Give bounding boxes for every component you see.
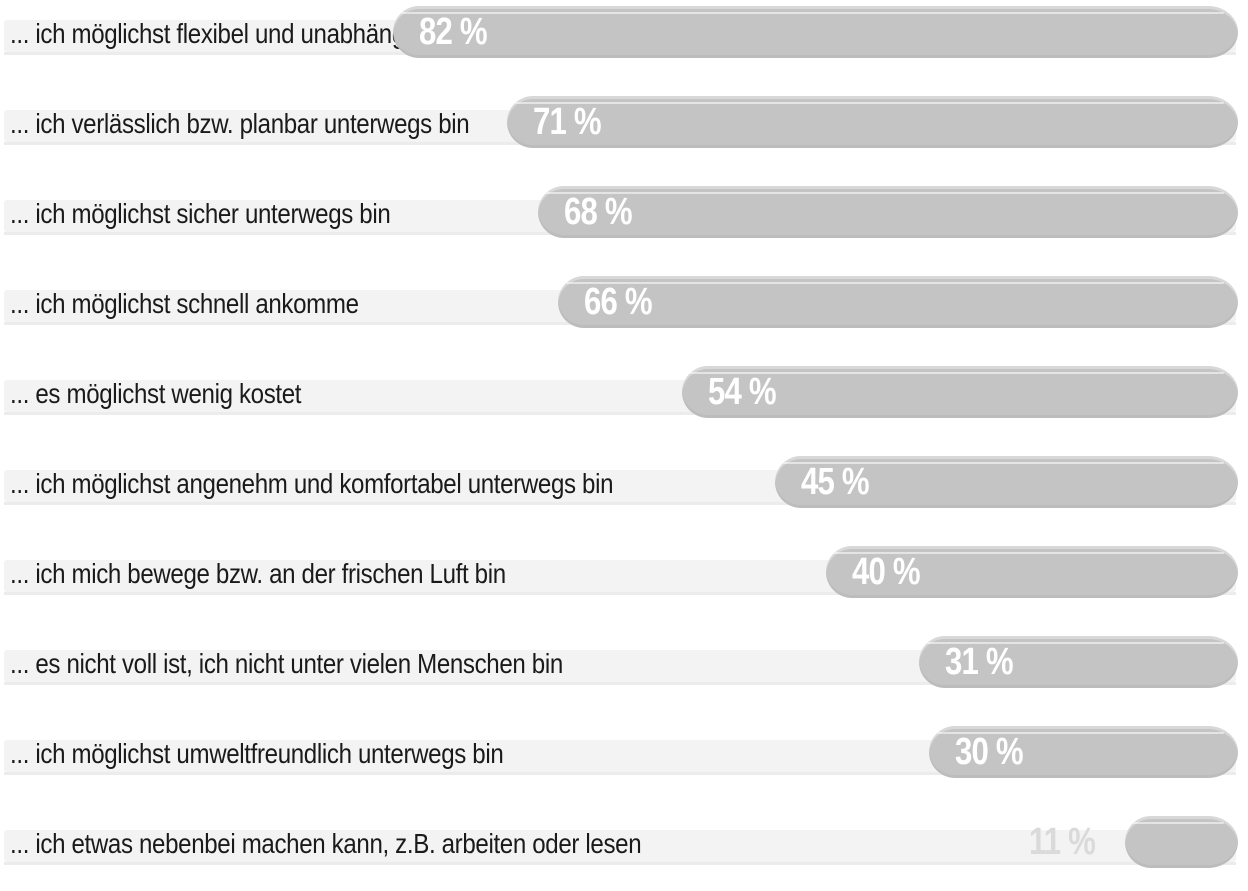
value-label: 40 % bbox=[852, 551, 921, 593]
bar bbox=[558, 276, 1238, 328]
chart-row: ... ich mich bewege bzw. an der frischen… bbox=[0, 544, 1248, 604]
value-label: 71 % bbox=[532, 101, 602, 143]
chart-row: ... ich möglichst angenehm und komfortab… bbox=[0, 454, 1248, 514]
category-label: ... ich möglichst flexibel und unabhängi… bbox=[10, 18, 461, 49]
bar bbox=[681, 366, 1238, 418]
category-label: ... ich mich bewege bzw. an der frischen… bbox=[10, 558, 506, 589]
chart-row: ... es möglichst wenig kostet 54 % bbox=[0, 364, 1248, 424]
value-label: 54 % bbox=[707, 371, 777, 413]
bar bbox=[1124, 816, 1238, 868]
chart-row: ... es nicht voll ist, ich nicht unter v… bbox=[0, 634, 1248, 694]
chart-row: ... ich möglichst schnell ankomme 66 % bbox=[0, 274, 1248, 334]
bar bbox=[774, 456, 1238, 508]
chart-row: ... ich etwas nebenbei machen kann, z.B.… bbox=[0, 814, 1248, 874]
category-label: ... ich möglichst schnell ankomme bbox=[10, 288, 359, 319]
bar bbox=[929, 726, 1238, 778]
bar bbox=[918, 636, 1238, 688]
category-label: ... ich etwas nebenbei machen kann, z.B.… bbox=[10, 828, 642, 859]
bar bbox=[826, 546, 1238, 598]
value-label: 31 % bbox=[944, 641, 1014, 683]
category-label: ... ich verlässlich bzw. planbar unterwe… bbox=[10, 108, 470, 139]
value-label: 11 % bbox=[1028, 821, 1096, 863]
value-label: 30 % bbox=[955, 731, 1024, 773]
category-label: ... ich möglichst umweltfreundlich unter… bbox=[10, 738, 504, 769]
chart-row: ... ich verlässlich bzw. planbar unterwe… bbox=[0, 94, 1248, 154]
bar bbox=[393, 6, 1238, 58]
bar bbox=[506, 96, 1238, 148]
category-label: ... ich möglichst sicher unterwegs bin bbox=[10, 198, 391, 229]
value-label: 68 % bbox=[563, 191, 633, 233]
chart-row: ... ich möglichst umweltfreundlich unter… bbox=[0, 724, 1248, 784]
value-label: 45 % bbox=[800, 461, 870, 503]
chart-row: ... ich möglichst flexibel und unabhängi… bbox=[0, 4, 1248, 64]
bar bbox=[537, 186, 1238, 238]
value-label: 82 % bbox=[419, 11, 488, 53]
value-label: 66 % bbox=[584, 281, 653, 323]
category-label: ... es möglichst wenig kostet bbox=[10, 378, 302, 409]
chart-row: ... ich möglichst sicher unterwegs bin 68… bbox=[0, 184, 1248, 244]
category-label: ... es nicht voll ist, ich nicht unter v… bbox=[10, 648, 563, 679]
category-label: ... ich möglichst angenehm und komfortab… bbox=[10, 468, 614, 499]
bar-track bbox=[4, 830, 1236, 865]
